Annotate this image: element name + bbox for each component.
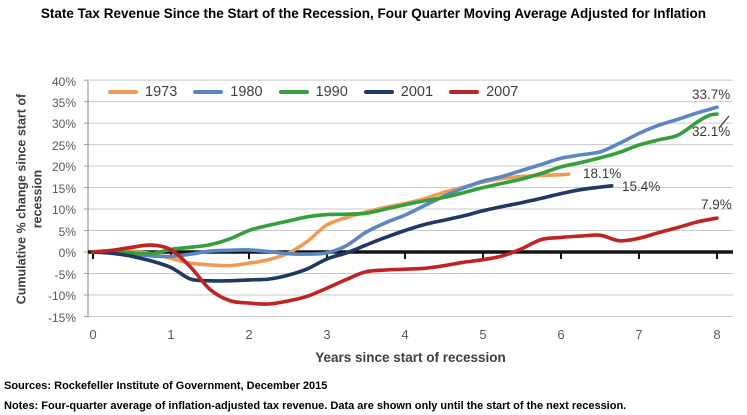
y-axis-tick-label: 0%	[58, 246, 76, 261]
legend-label: 1973	[145, 84, 178, 100]
x-axis-title: Years since start of recession	[315, 350, 506, 365]
legend: 1973 1980 1990 2001 2007	[108, 84, 518, 100]
legend-label: 1990	[315, 84, 348, 100]
y-axis-tick-label: 15%	[51, 181, 76, 196]
legend-item-1980: 1980	[193, 84, 263, 100]
legend-swatch-2001	[363, 89, 394, 95]
chart-title: State Tax Revenue Since the Start of the…	[40, 6, 707, 21]
x-axis-tick-label: 7	[635, 327, 643, 342]
end-label-1973: 18.1%	[583, 166, 622, 181]
sources-note: Sources: Rockefeller Institute of Govern…	[4, 380, 328, 392]
legend-swatch-1973	[108, 89, 138, 95]
methodology-note: Notes: Four-quarter average of inflation…	[4, 400, 627, 412]
legend-label: 1980	[230, 84, 263, 100]
legend-swatch-2007	[449, 89, 480, 95]
end-label-1990: 32.1%	[692, 124, 731, 139]
x-axis-tick-label: 8	[713, 327, 721, 342]
legend-item-1973: 1973	[108, 84, 177, 100]
series-line-2001	[91, 184, 614, 283]
y-axis-tick-label: 30%	[51, 117, 76, 132]
end-label-2007: 7.9%	[701, 197, 732, 212]
legend-item-2007: 2007	[449, 84, 518, 100]
legend-item-2001: 2001	[363, 84, 434, 100]
x-axis-tick-label: 3	[323, 327, 331, 342]
y-axis-tick-label: -15%	[47, 310, 76, 325]
end-label-2001: 15.4%	[622, 179, 661, 194]
y-axis-tick-label: 25%	[51, 138, 76, 153]
y-axis-tick-label: 35%	[51, 95, 76, 110]
legend-label: 2001	[400, 84, 434, 100]
legend-label: 2007	[486, 84, 519, 100]
x-axis-tick-label: 5	[479, 327, 487, 342]
x-axis-tick-label: 2	[245, 327, 253, 342]
y-axis-tick-label: 10%	[51, 203, 76, 218]
series-line-1990	[91, 112, 719, 256]
y-axis-tick-label: 5%	[58, 224, 76, 239]
series-line-2007	[91, 216, 719, 306]
y-axis-tick-label: 40%	[51, 74, 76, 89]
x-axis-tick-label: 6	[557, 327, 565, 342]
x-axis-tick-label: 0	[89, 327, 97, 342]
y-axis-tick-label: 20%	[51, 160, 76, 175]
legend-swatch-1980	[193, 89, 224, 95]
x-axis-tick-label: 4	[401, 327, 409, 342]
end-label-1980: 33.7%	[692, 87, 731, 102]
series-line-1980	[91, 105, 719, 259]
legend-swatch-1990	[278, 89, 309, 95]
series-line-1973	[91, 172, 571, 268]
y-axis-tick-label: -10%	[47, 289, 76, 304]
y-axis-tick-label: -5%	[54, 267, 76, 282]
end-label-leader-1990	[718, 115, 730, 129]
x-axis-tick-label: 1	[167, 327, 175, 342]
legend-item-1990: 1990	[278, 84, 348, 100]
